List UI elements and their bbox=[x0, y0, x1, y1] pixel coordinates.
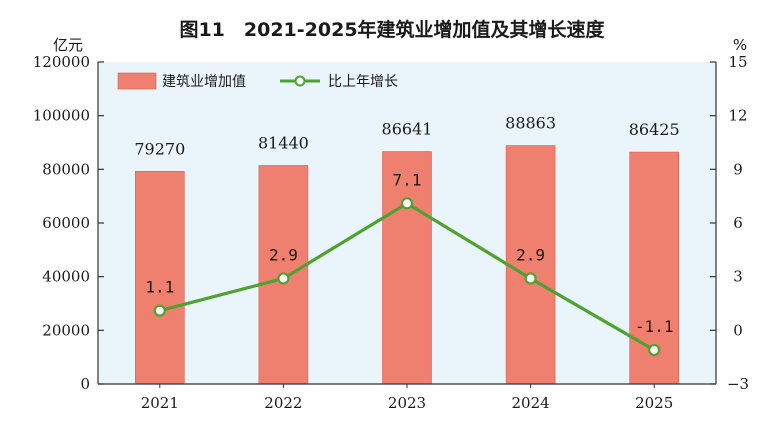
x-axis-tick-label: 2023 bbox=[388, 394, 426, 412]
chart-title: 图11 2021-2025年建筑业增加值及其增长速度 bbox=[179, 18, 605, 41]
right-axis-tick-label: 0 bbox=[733, 321, 743, 339]
right-axis-tick-label: 12 bbox=[728, 107, 747, 125]
right-axis-tick-label: 15 bbox=[728, 53, 747, 71]
left-axis-tick-label: 80000 bbox=[42, 160, 90, 178]
growth-point bbox=[648, 343, 661, 357]
growth-point bbox=[277, 272, 290, 285]
left-axis-tick-label: 100000 bbox=[33, 107, 90, 125]
bar bbox=[382, 151, 432, 385]
bar-value-label: 81440 bbox=[258, 133, 309, 152]
legend-line-label: 比上年增长 bbox=[328, 74, 398, 90]
growth-value-label: -1.1 bbox=[635, 317, 674, 336]
bar-value-label: 86641 bbox=[382, 120, 433, 139]
bar-value-label: 86425 bbox=[629, 120, 680, 139]
growth-value-label: 2.9 bbox=[516, 245, 545, 264]
legend-line-marker bbox=[294, 75, 306, 87]
left-axis-unit: 亿元 bbox=[53, 36, 83, 54]
left-axis-tick-label: 120000 bbox=[33, 53, 90, 71]
growth-point bbox=[153, 304, 166, 317]
bar-value-label: 88863 bbox=[505, 114, 556, 133]
bar bbox=[505, 145, 556, 385]
x-axis-tick-label: 2022 bbox=[264, 394, 302, 412]
bar bbox=[135, 170, 185, 385]
growth-point bbox=[400, 197, 414, 210]
growth-point bbox=[524, 272, 537, 285]
right-axis-tick-label: 6 bbox=[733, 214, 743, 232]
legend-bar-swatch bbox=[117, 72, 157, 90]
right-axis-unit: % bbox=[733, 36, 747, 54]
right-axis-tick-label: −3 bbox=[727, 375, 749, 393]
right-axis-tick-label: 9 bbox=[733, 160, 743, 178]
growth-value-label: 7.1 bbox=[393, 170, 422, 189]
x-axis-tick-label: 2025 bbox=[635, 394, 673, 412]
legend-bar-label: 建筑业增加值 bbox=[162, 74, 246, 90]
bar-value-label: 79270 bbox=[134, 139, 185, 158]
right-axis-tick-label: 3 bbox=[733, 268, 743, 286]
left-axis-tick-label: 0 bbox=[80, 375, 90, 393]
left-axis-tick-label: 60000 bbox=[42, 214, 90, 232]
x-axis-tick-label: 2021 bbox=[141, 394, 179, 412]
x-axis-tick-label: 2024 bbox=[512, 394, 550, 412]
left-axis-tick-label: 40000 bbox=[42, 268, 90, 286]
growth-value-label: 2.9 bbox=[269, 245, 298, 264]
left-axis-tick-label: 20000 bbox=[42, 321, 90, 339]
growth-value-label: 1.1 bbox=[145, 278, 174, 297]
